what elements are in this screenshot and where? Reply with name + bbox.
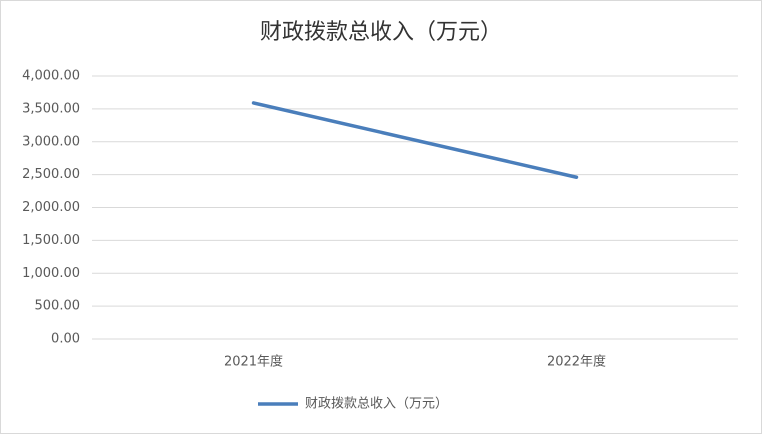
y-tick-label: 3,000.00	[22, 134, 80, 149]
data-line	[251, 101, 579, 180]
y-tick-label: 1,000.00	[22, 266, 80, 281]
y-tick-label: 4,000.00	[22, 69, 80, 84]
legend-label: 财政拨款总收入（万元）	[305, 397, 448, 412]
x-tick-label: 2022年度	[547, 354, 606, 370]
x-tick-label: 2021年度	[224, 354, 283, 370]
y-tick-label: 500.00	[35, 299, 81, 314]
y-tick-label: 2,000.00	[22, 200, 80, 215]
y-tick-label: 0.00	[51, 332, 80, 347]
chart-title: 财政拨款总收入（万元）	[260, 20, 502, 45]
y-tick-label: 3,500.00	[22, 101, 80, 116]
y-tick-label: 1,500.00	[22, 233, 80, 248]
y-tick-label: 2,500.00	[22, 167, 80, 182]
